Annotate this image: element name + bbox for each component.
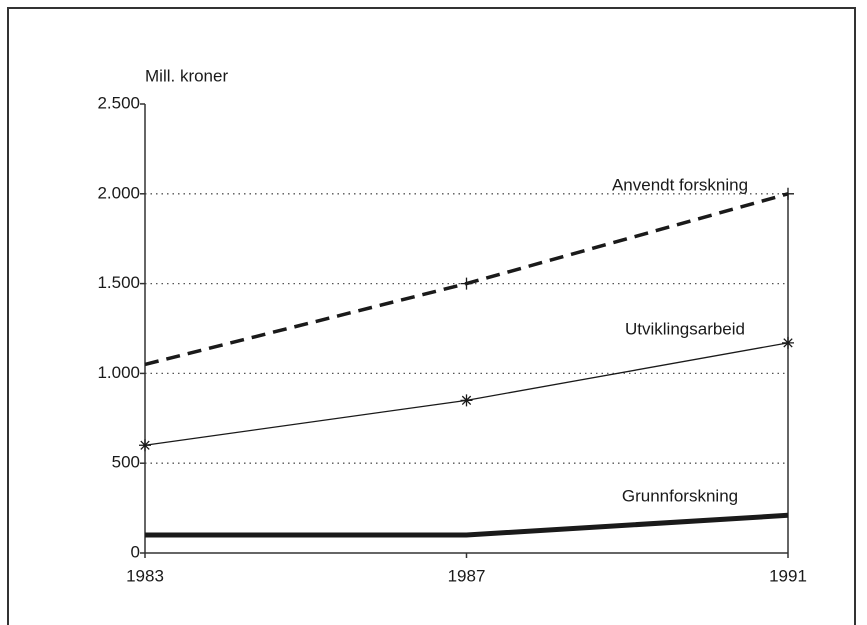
marker: [782, 336, 794, 349]
frame: [7, 7, 856, 625]
y-tick-label: 2.000: [97, 183, 140, 202]
x-tick-label: 1983: [126, 566, 164, 585]
series-label: Utviklingsarbeid: [625, 319, 745, 338]
series-line: [145, 512, 789, 538]
marker: [782, 187, 794, 200]
y-tick-label: 500: [112, 453, 140, 472]
series-label: Anvendt forskning: [612, 175, 748, 194]
x-tick-label: 1991: [769, 566, 807, 585]
y-tick-label: 1.000: [97, 363, 140, 382]
y-tick-label: 2.500: [97, 93, 140, 112]
y-tick-label: 0: [131, 542, 140, 561]
marker: [460, 277, 473, 290]
series-line: [144, 342, 789, 446]
x-tick-label: 1987: [448, 566, 486, 585]
series-label: Grunnforskning: [622, 486, 738, 505]
y-axis-label: Mill. kroner: [145, 66, 228, 85]
marker: [460, 394, 473, 407]
marker: [139, 439, 151, 452]
y-tick-label: 1.500: [97, 273, 140, 292]
